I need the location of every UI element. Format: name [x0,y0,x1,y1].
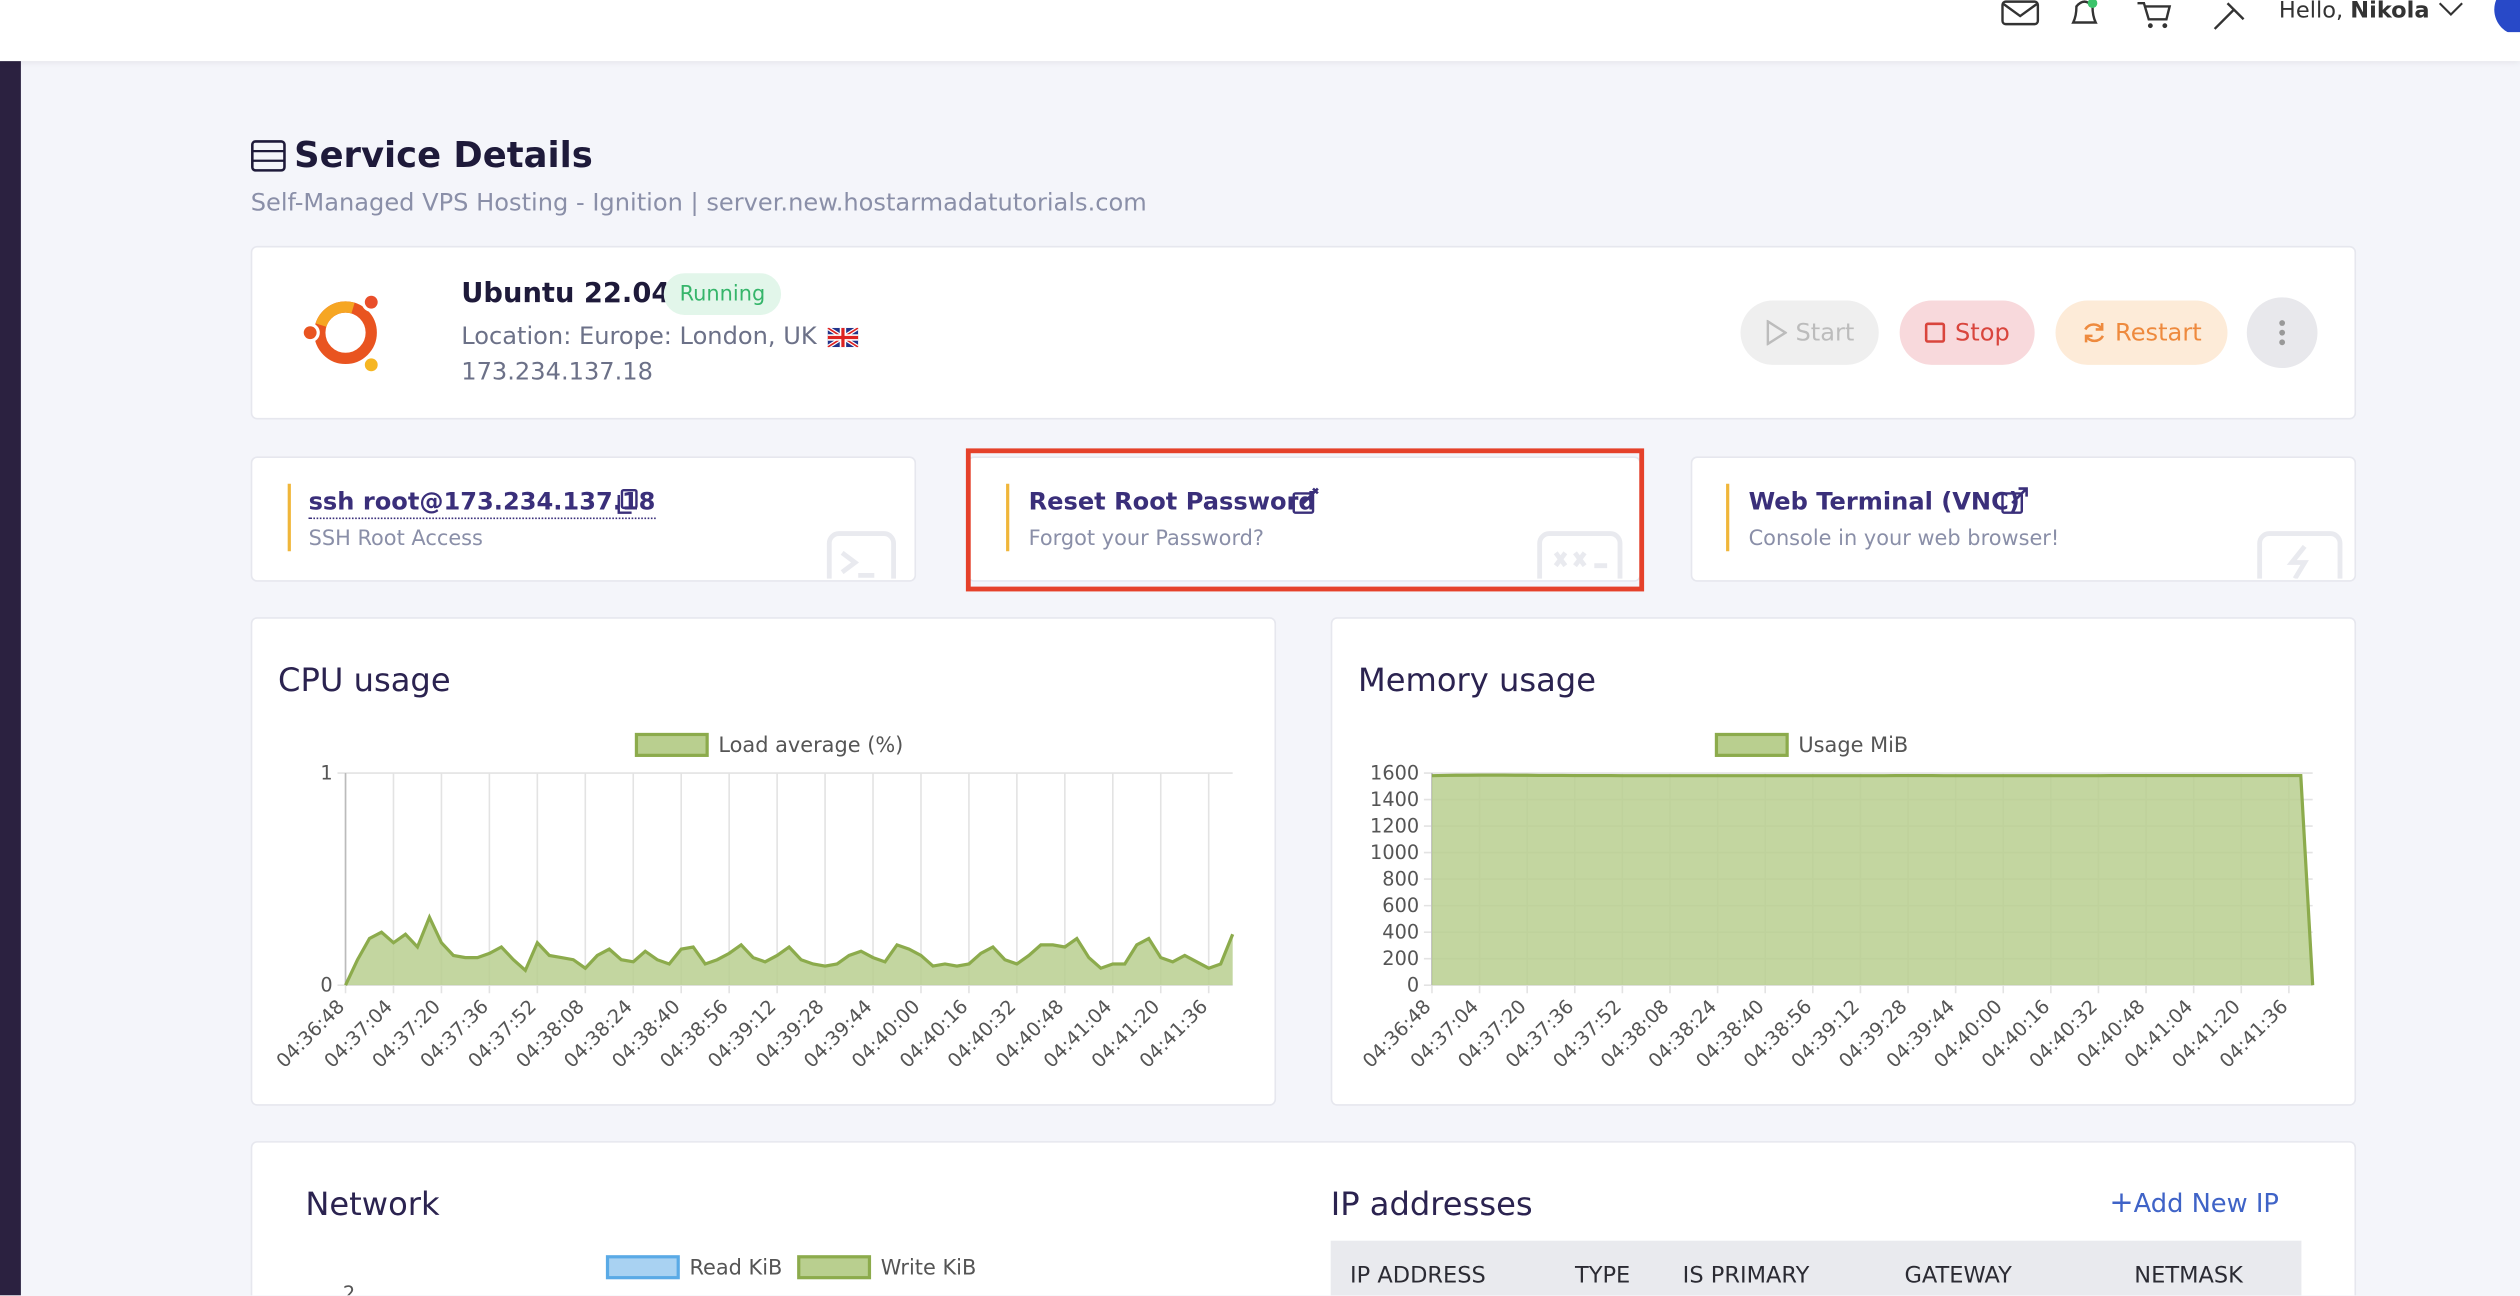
area [1431,775,2313,986]
password-watermark [1537,531,1623,579]
column-header: IP ADDRESS [1350,1263,1486,1289]
column-header: IS PRIMARY [1682,1263,1810,1289]
restart-button[interactable]: Restart [2055,300,2228,365]
y-tick-label: 0 [1407,974,1419,997]
external-icon [2001,487,2028,514]
area [345,917,1233,986]
mail-icon[interactable] [2001,0,2040,26]
vnc-title[interactable]: Web Terminal (VNC) [1748,486,2020,516]
stop-icon [1925,322,1946,343]
pin-icon[interactable] [2213,2,2245,30]
uk-flag [827,327,859,348]
greeting[interactable]: Hello, Nikola [2279,0,2430,23]
top-icons [2001,0,2245,30]
chart-title: CPU usage [278,660,451,700]
ssh-title[interactable]: ssh root@173.234.137.18 [308,489,656,520]
add-ip-label: Add New IP [2133,1187,2279,1219]
vnc-watermark [2257,531,2343,579]
highlight-box [965,448,1645,592]
y-tick-label: 1600 [1370,761,1419,784]
bell-icon[interactable] [2071,0,2098,24]
chart-title: Memory usage [1358,660,1596,700]
terminal-watermark [826,531,896,579]
line [344,913,1235,986]
y-tick-label: 1400 [1370,788,1419,811]
y-tick-label: 0 [320,974,332,997]
column-header: NETMASK [2134,1263,2243,1289]
ssh-card[interactable] [250,456,917,582]
column-header: TYPE [1575,1263,1631,1289]
legend-swatch [797,1255,872,1280]
greeting-text: Hello, [2278,0,2344,25]
dots-icon [2279,320,2286,346]
reset-subtitle: Forgot your Password? [1028,527,1265,552]
y-tick-label: 2 [343,1282,355,1295]
status-badge: Running [663,273,782,316]
legend-swatch [605,1255,680,1280]
legend-swatch [1714,732,1789,757]
restart-label: Restart [2115,318,2202,348]
start-label: Start [1795,318,1855,348]
accent-bar [1006,483,1010,552]
server-icon [251,140,286,172]
ip-address: 173.234.137.18 [461,356,653,386]
more-button[interactable] [2246,297,2318,369]
legend-label: Load average (%) [718,733,903,757]
y-tick-label: 1 [320,761,332,784]
page-title: Service Details [294,136,593,177]
top-bar: Hello, Nikola [0,0,2520,62]
legend-label: Write KiB [881,1255,977,1279]
vnc-card[interactable] [1690,456,2357,582]
accent-bar [1726,483,1730,552]
ubuntu-logo [300,292,381,375]
ip-title: IP addresses [1330,1184,1533,1224]
page-subtitle: Self-Managed VPS Hosting - Ignition | se… [250,188,1147,217]
start-button[interactable]: Start [1740,300,1879,365]
stop-button[interactable]: Stop [1899,300,2035,365]
legend-label: Read KiB [689,1255,782,1279]
column-header: GATEWAY [1904,1263,2012,1289]
cart-icon[interactable] [2137,2,2172,21]
y-tick-label: 400 [1382,921,1419,944]
y-tick-label: 1200 [1370,815,1419,838]
reset-title[interactable]: Reset Root Password [1028,486,1316,516]
accent-bar [287,483,291,552]
ssh-subtitle: SSH Root Access [308,527,483,552]
copy-icon[interactable] [616,488,639,515]
y-tick-label: 1000 [1370,841,1419,864]
restart-icon [2084,323,2105,343]
cpu-card [250,617,1277,1106]
y-tick-label: 200 [1382,947,1419,970]
os-name: Ubuntu 22.04 [461,278,671,311]
play-icon [1766,319,1788,346]
add-ip-button[interactable]: +Add New IP [2109,1186,2279,1220]
sidebar [0,61,21,1296]
line [1431,773,2315,986]
legend-swatch [634,732,709,757]
location: Location: Europe: London, UK [461,321,817,351]
user-name: Nikola [2350,0,2430,25]
edit-icon [1292,487,1319,514]
table-header [1330,1240,2302,1296]
y-tick-label: 600 [1382,894,1419,917]
network-title: Network [305,1184,440,1224]
vnc-subtitle: Console in your web browser! [1748,527,2060,552]
user-menu[interactable] [2436,0,2520,33]
stop-label: Stop [1954,318,2010,348]
legend-label: Usage MiB [1798,733,1908,757]
y-tick-label: 800 [1382,868,1419,891]
